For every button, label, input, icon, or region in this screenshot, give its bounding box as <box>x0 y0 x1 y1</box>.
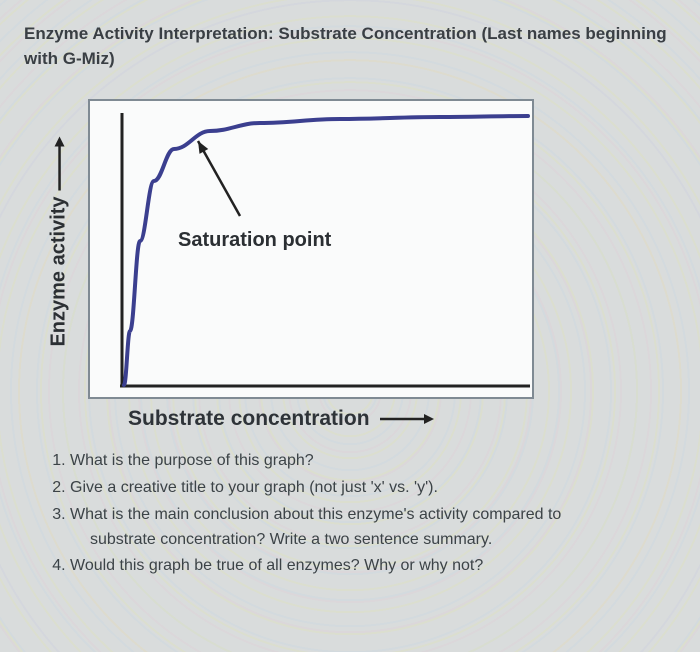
saturation-label: Saturation point <box>178 229 331 252</box>
questions-list: What is the purpose of this graph? Give … <box>50 449 652 579</box>
arrow-icon <box>380 412 434 426</box>
x-axis-label: Substrate concentration <box>128 407 370 431</box>
annotation-arrow <box>198 141 240 216</box>
question-item: What is the main conclusion about this e… <box>70 503 652 553</box>
page-title: Enzyme Activity Interpretation: Substrat… <box>24 22 676 71</box>
question-item: Give a creative title to your graph (not… <box>70 476 652 501</box>
question-text: What is the main conclusion about this e… <box>70 506 652 553</box>
y-axis-label: Enzyme activity <box>48 196 71 346</box>
question-text: Would this graph be true of all enzymes?… <box>70 557 483 574</box>
y-axis-label-wrap: Enzyme activity <box>44 99 74 383</box>
chart-figure: Enzyme activity Saturation point <box>88 99 548 431</box>
arrow-icon <box>52 136 66 190</box>
question-item: Would this graph be true of all enzymes?… <box>70 554 652 579</box>
question-item: What is the purpose of this graph? <box>70 449 652 474</box>
question-text: What is the purpose of this graph? <box>70 452 314 469</box>
question-text: Give a creative title to your graph (not… <box>70 479 438 496</box>
chart-plot: Saturation point <box>88 99 534 399</box>
